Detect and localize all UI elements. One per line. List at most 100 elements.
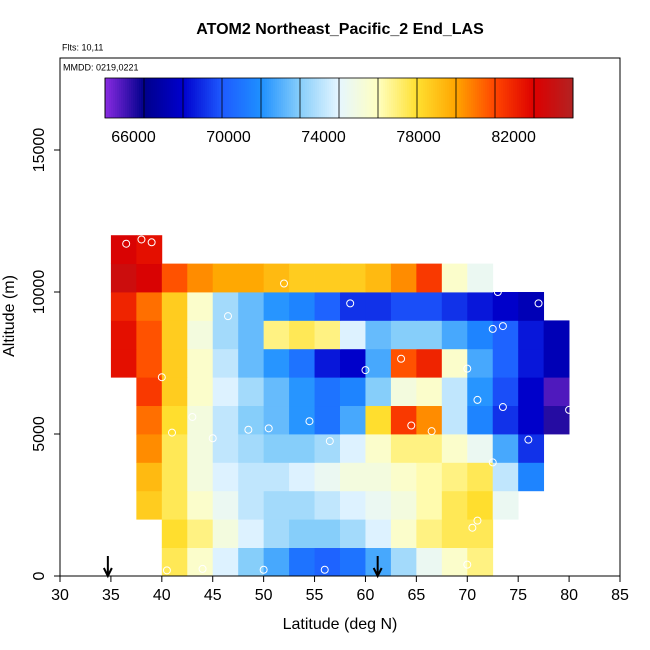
colorbar-swatch [333, 78, 336, 118]
heat-cell [340, 263, 366, 293]
colorbar-swatch [523, 78, 526, 118]
colorbar-swatch [305, 78, 308, 118]
heat-cell [416, 292, 443, 321]
heat-cell [492, 434, 519, 463]
colorbar-swatch [109, 78, 112, 118]
colorbar-swatch [127, 78, 130, 118]
sample-point [407, 421, 416, 430]
colorbar-swatch [445, 78, 448, 118]
sample-point [244, 425, 253, 434]
colorbar-swatch [555, 78, 558, 118]
heat-cell [492, 462, 519, 492]
colorbar-swatch [477, 78, 480, 118]
heat-cell [263, 405, 290, 435]
heat-cell [289, 547, 315, 577]
heat-cell [390, 377, 417, 407]
colorbar-swatch [459, 78, 462, 118]
heat-cell [238, 434, 265, 463]
heat-cell [161, 377, 188, 407]
colorbar-swatch [563, 78, 566, 118]
x-axis-label: Latitude (deg N) [283, 616, 398, 633]
heat-cell [238, 547, 265, 577]
colorbar-swatch [475, 78, 478, 118]
colorbar-swatch [207, 78, 210, 118]
heat-cell [441, 263, 468, 293]
heat-cell [314, 320, 341, 350]
colorbar-swatch [383, 78, 386, 118]
colorbar-swatch [181, 78, 184, 118]
colorbar-swatch [379, 78, 382, 118]
y-tick-label: 5000 [31, 416, 48, 452]
heat-cell [492, 348, 519, 378]
colorbar-swatch [471, 78, 474, 118]
heat-cell [187, 519, 214, 549]
colorbar-swatch [201, 78, 204, 118]
heat-cell [110, 292, 137, 321]
colorbar-swatch [327, 78, 330, 118]
colorbar-swatch [409, 78, 412, 118]
colorbar-swatch [255, 78, 258, 118]
sample-point [147, 238, 156, 247]
heat-cell [212, 462, 239, 492]
colorbar-swatch [171, 78, 174, 118]
sample-point [188, 412, 197, 421]
heat-cell [238, 405, 265, 435]
colorbar-swatch [193, 78, 196, 118]
heat-cell [390, 405, 417, 435]
colorbar-swatch [347, 78, 350, 118]
heat-cell [238, 320, 265, 350]
colorbar-swatch [197, 78, 200, 118]
heat-cell [212, 292, 239, 321]
sample-point [198, 564, 207, 573]
x-tick-label: 65 [407, 587, 425, 604]
colorbar-tick-label: 82000 [491, 129, 536, 146]
colorbar-swatch [511, 78, 514, 118]
colorbar-swatch [389, 78, 392, 118]
colorbar-swatch [513, 78, 516, 118]
heat-cell [314, 490, 341, 520]
colorbar-swatch [329, 78, 332, 118]
sample-point [259, 565, 268, 574]
heat-cell [390, 462, 417, 492]
colorbar-swatch [547, 78, 550, 118]
heat-cell [518, 434, 545, 463]
colorbar-swatch [235, 78, 238, 118]
heat-cell [161, 263, 188, 293]
heat-cell [492, 320, 519, 350]
heat-cell [416, 519, 443, 549]
colorbar-swatch [365, 78, 368, 118]
colorbar-swatch [545, 78, 548, 118]
heat-cell [543, 320, 570, 350]
colorbar-swatch [403, 78, 406, 118]
colorbar-swatch [139, 78, 142, 118]
heat-cell [467, 490, 494, 520]
sample-point [224, 312, 232, 321]
colorbar-swatch [107, 78, 110, 118]
colorbar-swatch [517, 78, 520, 118]
colorbar-swatch [353, 78, 356, 118]
heat-cell [161, 462, 188, 492]
heat-cell [289, 519, 315, 549]
colorbar-swatch [501, 78, 504, 118]
heat-cell [238, 490, 265, 520]
colorbar-swatch [167, 78, 170, 118]
colorbar-swatch [369, 78, 372, 118]
colorbar-swatch [357, 78, 360, 118]
colorbar-swatch [249, 78, 252, 118]
sample-point [280, 279, 288, 288]
heat-cell [238, 519, 265, 549]
colorbar-swatch [569, 78, 572, 118]
heat-cell [340, 320, 366, 350]
heat-cell [136, 405, 163, 435]
x-tick-label: 80 [560, 587, 578, 604]
colorbar-swatch [281, 78, 284, 118]
x-tick-label: 35 [102, 587, 120, 604]
heat-cell [238, 263, 265, 293]
heat-cell [492, 405, 519, 435]
heat-cell [467, 462, 494, 492]
colorbar-swatch [245, 78, 248, 118]
heat-cell [441, 377, 468, 407]
heat-cell [187, 490, 214, 520]
heat-cell [212, 377, 239, 407]
